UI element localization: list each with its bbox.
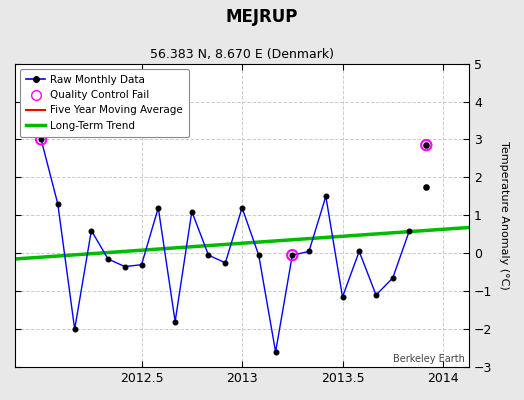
Point xyxy=(422,184,431,190)
Y-axis label: Temperature Anomaly (°C): Temperature Anomaly (°C) xyxy=(499,141,509,290)
Title: 56.383 N, 8.670 E (Denmark): 56.383 N, 8.670 E (Denmark) xyxy=(150,48,334,61)
Point xyxy=(422,142,431,148)
Point xyxy=(288,252,297,258)
Point xyxy=(37,136,45,143)
Legend: Raw Monthly Data, Quality Control Fail, Five Year Moving Average, Long-Term Tren: Raw Monthly Data, Quality Control Fail, … xyxy=(20,69,189,137)
Text: Berkeley Earth: Berkeley Earth xyxy=(392,354,465,364)
Text: MEJRUP: MEJRUP xyxy=(226,8,298,26)
Point xyxy=(422,142,431,148)
